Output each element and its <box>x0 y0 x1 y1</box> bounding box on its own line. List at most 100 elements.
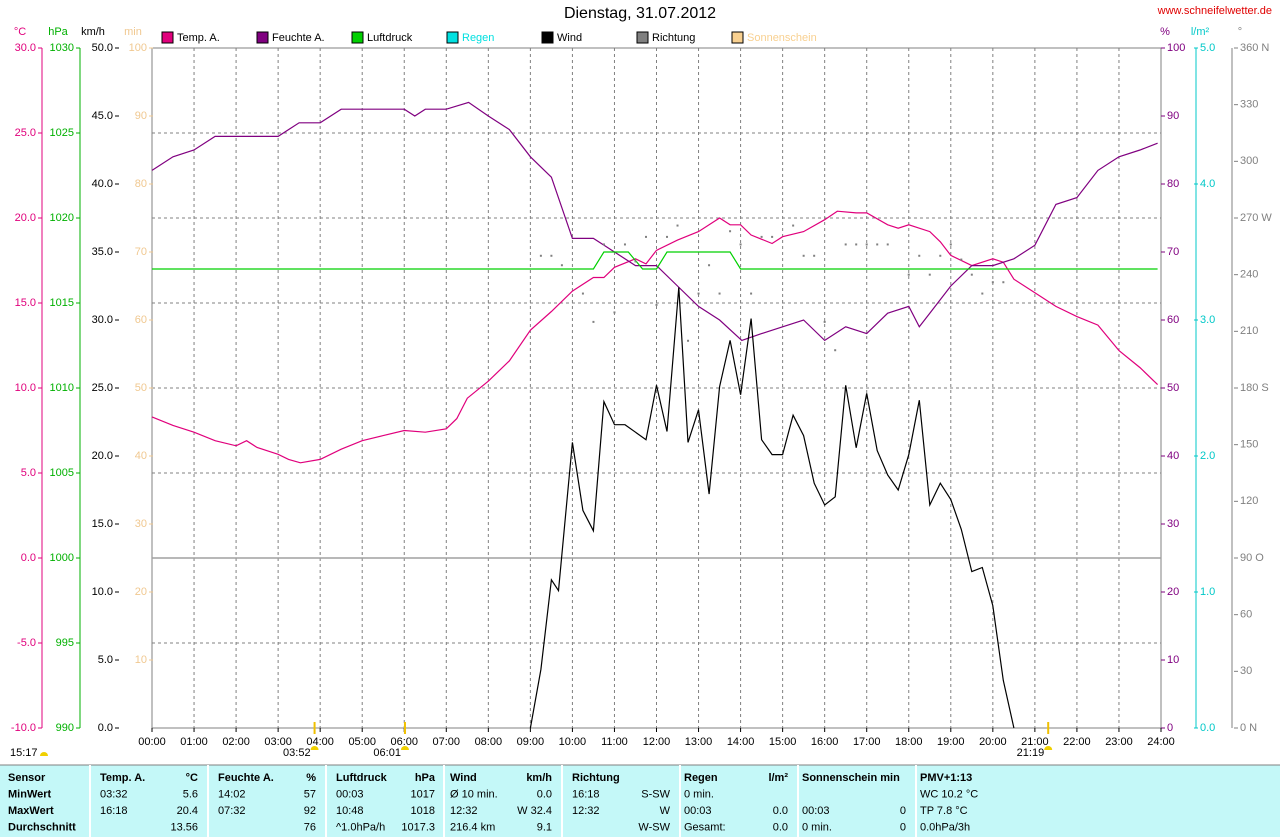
y-tick-label: 0.0 <box>98 722 113 734</box>
axis-unit: km/h <box>81 26 105 38</box>
y-tick-label: 4.0 <box>1200 178 1215 190</box>
y-tick-label: 20 <box>1167 586 1179 598</box>
direction-dot <box>708 264 711 267</box>
x-tick-label: 03:00 <box>264 736 292 748</box>
x-tick-label: 09:00 <box>517 736 545 748</box>
direction-dot <box>823 320 826 323</box>
sun-time: 06:01 <box>373 747 401 759</box>
direction-dot <box>676 224 679 227</box>
legend-swatch[interactable] <box>541 31 554 44</box>
direction-dot <box>634 260 637 263</box>
table-header: Sensor <box>8 772 46 784</box>
y-tick-label: 30.0 <box>92 314 113 326</box>
direction-dot <box>918 254 921 257</box>
y-tick-label: 15.0 <box>92 518 113 530</box>
x-tick-label: 16:00 <box>811 736 839 748</box>
table-cell: MinWert <box>8 788 52 800</box>
left-label: 15:17 <box>10 747 38 759</box>
legend-label: Richtung <box>652 32 695 44</box>
source-link[interactable]: www.schneifelwetter.de <box>1157 5 1272 17</box>
direction-dot <box>771 235 774 238</box>
y-tick-label: 50 <box>1167 382 1179 394</box>
table-cell: 9.1 <box>537 821 552 833</box>
y-tick-label: 45.0 <box>92 110 113 122</box>
legend-swatch[interactable] <box>351 31 364 44</box>
axis-unit: min <box>124 26 142 38</box>
direction-dot <box>834 349 837 352</box>
y-tick-label: 0.0 <box>21 552 36 564</box>
y-tick-label: 25.0 <box>15 127 36 139</box>
series-line <box>152 251 1158 270</box>
y-tick-label: 60 <box>1240 609 1252 621</box>
legend-label: Luftdruck <box>367 32 413 44</box>
y-tick-label: -5.0 <box>17 637 36 649</box>
y-tick-label: 80 <box>1167 178 1179 190</box>
direction-dot <box>1002 281 1005 284</box>
table-cell: 92 <box>304 805 316 817</box>
sun-icon <box>40 752 48 756</box>
y-tick-label: 1015 <box>50 297 74 309</box>
direction-dot <box>802 254 805 257</box>
direction-dot <box>876 243 879 246</box>
sun-time: 21:19 <box>1017 747 1045 759</box>
y-tick-label: -10.0 <box>11 722 36 734</box>
x-tick-label: 20:00 <box>979 736 1007 748</box>
table-cell: 5.6 <box>183 788 198 800</box>
y-tick-label: 90 O <box>1240 552 1264 564</box>
sun-symbol <box>1044 746 1053 750</box>
axis-unit: hPa <box>48 26 68 38</box>
direction-dot <box>750 292 753 295</box>
stats-table: Sensor Temp. A. °C Feuchte A.% Luftdruck hPa W… <box>8 765 978 837</box>
direction-dot <box>623 243 626 246</box>
table-cell: 0 <box>900 821 906 833</box>
y-tick-label: 30 <box>1167 518 1179 530</box>
direction-dot <box>644 235 647 238</box>
x-tick-label: 06:00 <box>390 736 418 748</box>
table-cell: 03:32 <box>100 788 128 800</box>
y-tick-label: 40.0 <box>92 178 113 190</box>
series-line <box>529 287 1015 729</box>
table-header: PMV+1:13 <box>920 772 972 784</box>
table-cell: 0.0hPa/3h <box>920 821 970 833</box>
y-tick-label: 60 <box>1167 314 1179 326</box>
table-cell: 1017 <box>411 788 435 800</box>
direction-dot <box>949 243 952 246</box>
y-tick-label: 1.0 <box>1200 586 1215 598</box>
legend-label: Wind <box>557 32 582 44</box>
table-header: Temp. A. <box>100 772 145 784</box>
x-tick-label: 02:00 <box>222 736 250 748</box>
legend-swatch[interactable] <box>256 31 269 44</box>
y-tick-label: 1025 <box>50 127 74 139</box>
direction-dot <box>666 235 669 238</box>
y-tick-label: 0.0 <box>1200 722 1215 734</box>
y-tick-label: 90 <box>1167 110 1179 122</box>
direction-dot <box>960 258 963 261</box>
legend-swatch[interactable] <box>636 31 649 44</box>
legend-swatch[interactable] <box>446 31 459 44</box>
y-tick-label: 70 <box>135 246 147 258</box>
table-cell: 13.56 <box>170 821 198 833</box>
series-line <box>151 210 1159 464</box>
legend-swatch[interactable] <box>161 31 174 44</box>
table-cell: WC 10.2 °C <box>920 788 978 800</box>
y-tick-label: 20.0 <box>15 212 36 224</box>
y-tick-label: 25.0 <box>92 382 113 394</box>
table-cell: W-SW <box>638 821 670 833</box>
direction-dot <box>844 243 847 246</box>
table-cell: 12:32 <box>450 805 478 817</box>
direction-dot <box>970 273 973 276</box>
direction-dot <box>560 264 563 267</box>
y-tick-label: 20 <box>135 586 147 598</box>
y-tick-label: 10 <box>135 654 147 666</box>
table-cell: 216.4 km <box>450 821 495 833</box>
x-tick-label: 18:00 <box>895 736 923 748</box>
y-tick-label: 40 <box>135 450 147 462</box>
y-tick-label: 80 <box>135 178 147 190</box>
table-header: Sonnenschein min <box>802 772 900 784</box>
direction-dot <box>739 243 742 246</box>
direction-dot <box>602 243 605 246</box>
table-cell: Durchschnitt <box>8 821 76 833</box>
legend-swatch[interactable] <box>731 31 744 44</box>
y-tick-label: 360 N <box>1240 42 1269 54</box>
